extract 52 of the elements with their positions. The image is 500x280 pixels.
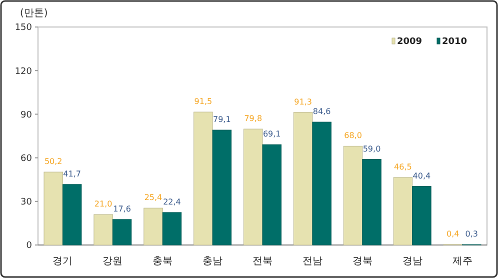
legend-label: 2010	[442, 37, 468, 47]
bar	[44, 172, 63, 246]
data-label: 50,2	[44, 157, 62, 166]
x-tick-label: 충북	[152, 256, 173, 267]
x-tick-label: 전남	[302, 256, 322, 267]
data-label: 0,4	[446, 229, 460, 238]
bar	[62, 184, 82, 246]
data-label: 84,6	[312, 107, 331, 116]
y-tick-label: 0	[26, 241, 32, 252]
bar	[162, 212, 182, 246]
bar	[244, 128, 263, 246]
data-label: 79,8	[244, 114, 262, 124]
data-label: 68,0	[344, 131, 362, 140]
x-tick-label: 전북	[252, 256, 272, 267]
data-label: 22,4	[163, 197, 181, 206]
data-label: 25,4	[144, 193, 162, 202]
x-tick-label: 강원	[102, 256, 123, 267]
y-axis-title: (만톤)	[20, 8, 48, 19]
bar	[393, 177, 413, 246]
bar	[144, 208, 163, 246]
bar	[262, 144, 282, 246]
bar	[212, 130, 232, 246]
y-tick-label: 60	[20, 154, 32, 164]
bar	[412, 186, 432, 246]
data-label: 41,7	[63, 169, 81, 178]
y-tick-label: 120	[14, 66, 32, 77]
bar	[94, 214, 113, 246]
bar	[362, 159, 382, 246]
data-label: 0,3	[465, 230, 478, 239]
data-label: 17,6	[113, 204, 131, 214]
bar	[112, 219, 132, 246]
bar	[343, 146, 363, 246]
x-tick-label: 경남	[402, 256, 422, 267]
x-tick-label: 경북	[352, 256, 372, 267]
data-label: 59,0	[362, 144, 381, 154]
data-label: 46,5	[394, 162, 412, 172]
x-tick-label: 충남	[202, 256, 223, 267]
x-tick-label: 경기	[52, 256, 73, 267]
y-tick-label: 30	[20, 198, 32, 208]
bar	[293, 112, 313, 246]
data-label: 40,4	[412, 171, 431, 180]
x-tick-label: 제주	[452, 256, 472, 267]
data-label: 91,5	[194, 97, 212, 106]
data-label: 21,0	[94, 199, 112, 208]
data-label: 79,1	[213, 115, 231, 124]
y-tick-label: 150	[14, 23, 32, 34]
bar	[194, 112, 213, 246]
data-label: 69,1	[262, 130, 281, 139]
y-tick-label: 90	[20, 110, 32, 120]
bar	[312, 122, 332, 246]
data-label: 91,3	[294, 97, 312, 106]
legend-label: 2009	[397, 37, 422, 47]
